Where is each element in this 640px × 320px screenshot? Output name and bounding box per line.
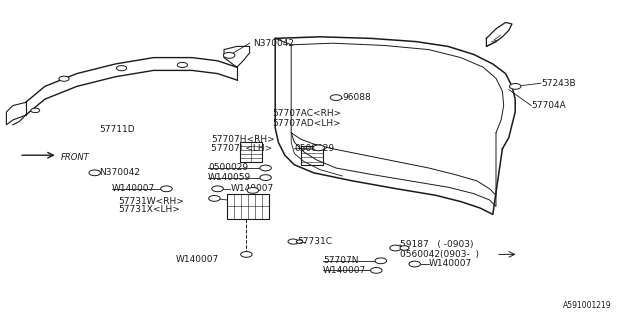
Text: 0500029: 0500029 (208, 164, 248, 172)
Text: W140007: W140007 (112, 184, 156, 193)
Circle shape (161, 186, 172, 192)
Circle shape (209, 196, 220, 201)
Text: 57707AC<RH>: 57707AC<RH> (272, 109, 341, 118)
Circle shape (371, 268, 382, 273)
Circle shape (116, 66, 127, 71)
Circle shape (177, 62, 188, 68)
Text: W140059: W140059 (208, 173, 252, 182)
Text: W140007: W140007 (323, 266, 367, 275)
Text: 57704A: 57704A (531, 101, 566, 110)
Text: 57731W<RH>: 57731W<RH> (118, 197, 184, 206)
Circle shape (509, 84, 521, 89)
Circle shape (296, 240, 303, 243)
Circle shape (59, 76, 69, 81)
Text: 0560042(0903-  ): 0560042(0903- ) (400, 250, 479, 259)
Text: FRONT: FRONT (61, 153, 90, 162)
Text: 57707AD<LH>: 57707AD<LH> (272, 119, 340, 128)
Circle shape (223, 52, 235, 58)
Circle shape (390, 245, 401, 251)
Circle shape (288, 239, 298, 244)
Circle shape (212, 186, 223, 192)
Circle shape (313, 145, 324, 151)
Text: 0500029: 0500029 (294, 144, 335, 153)
Text: A591001219: A591001219 (563, 301, 612, 310)
Circle shape (241, 252, 252, 257)
Text: N370042: N370042 (253, 39, 294, 48)
Text: 57707I <LH>: 57707I <LH> (211, 144, 273, 153)
Text: 57711D: 57711D (99, 125, 135, 134)
Circle shape (330, 95, 342, 100)
Circle shape (247, 188, 259, 193)
Text: 96088: 96088 (342, 93, 371, 102)
Text: 57707H<RH>: 57707H<RH> (211, 135, 275, 144)
Text: 59187   ( -0903): 59187 ( -0903) (400, 240, 474, 249)
Text: N370042: N370042 (99, 168, 140, 177)
Circle shape (400, 246, 409, 250)
Circle shape (260, 175, 271, 180)
Text: W140007: W140007 (176, 255, 220, 264)
Text: W140007: W140007 (230, 184, 274, 193)
Text: 57243B: 57243B (541, 79, 575, 88)
Text: 57731C: 57731C (298, 237, 333, 246)
Circle shape (375, 258, 387, 264)
Circle shape (409, 261, 420, 267)
Text: W140007: W140007 (429, 260, 472, 268)
Text: 57707N: 57707N (323, 256, 358, 265)
Text: 57731X<LH>: 57731X<LH> (118, 205, 180, 214)
Circle shape (260, 165, 271, 171)
Circle shape (89, 170, 100, 176)
Circle shape (31, 108, 40, 113)
